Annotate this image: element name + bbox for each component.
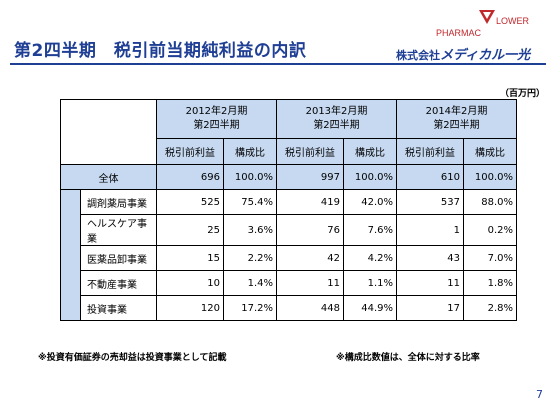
year-header-text: 2012年2月期 第2四半期 xyxy=(185,106,248,131)
profit-breakdown-table: 2012年2月期 第2四半期 2013年2月期 第2四半期 2014年2月期 第… xyxy=(60,99,517,321)
cell-value: 696 xyxy=(156,164,224,190)
cell-value: 997 xyxy=(276,164,344,190)
page-number: 7 xyxy=(536,388,543,401)
page-title: 第2四半期 税引前当期純利益の内訳 xyxy=(14,41,307,61)
column-header: 税引前利益 xyxy=(396,138,464,165)
table-row: 投資事業 120 17.2% 448 44.9% 17 2.8% xyxy=(61,295,517,321)
cell-value: 100.0% xyxy=(463,164,517,190)
cell-value: 3.6% xyxy=(223,214,277,246)
cell-value: 610 xyxy=(396,164,464,190)
cell-value: 2.8% xyxy=(463,295,517,321)
table-corner xyxy=(60,99,157,165)
year-header-text: 2014年2月期 第2四半期 xyxy=(425,106,488,131)
row-label: 不動産事業 xyxy=(80,270,157,296)
cell-value: 419 xyxy=(276,189,344,215)
cell-value: 76 xyxy=(276,214,344,246)
cell-value: 44.9% xyxy=(343,295,397,321)
cell-value: 448 xyxy=(276,295,344,321)
cell-value: 0.2% xyxy=(463,214,517,246)
cell-value: 4.2% xyxy=(343,245,397,271)
cell-value: 525 xyxy=(156,189,224,215)
row-label: 全体 xyxy=(60,164,157,190)
title-underline xyxy=(10,63,546,65)
logo-text-pharmac: PHARMAC xyxy=(436,28,482,38)
cell-value: 17 xyxy=(396,295,464,321)
cell-value: 11 xyxy=(276,270,344,296)
company-prefix: 株式会社 xyxy=(396,49,440,62)
cell-value: 1.4% xyxy=(223,270,277,296)
cell-value: 15 xyxy=(156,245,224,271)
cell-value: 88.0% xyxy=(463,189,517,215)
company-name: 株式会社メディカル一光 xyxy=(396,44,530,63)
cell-value: 2.2% xyxy=(223,245,277,271)
cell-value: 7.0% xyxy=(463,245,517,271)
unit-label: （百万円） xyxy=(500,89,546,99)
cell-value: 1.1% xyxy=(343,270,397,296)
company-brand: メディカル一光 xyxy=(440,48,531,63)
cell-value: 7.6% xyxy=(343,214,397,246)
row-label: 投資事業 xyxy=(80,295,157,321)
column-header: 構成比 xyxy=(343,138,397,165)
logo-text-flower: LOWER xyxy=(496,16,530,26)
table-row-total: 全体 696 100.0% 997 100.0% 610 100.0% xyxy=(60,164,517,190)
cell-value: 25 xyxy=(156,214,224,246)
table-row: 不動産事業 10 1.4% 11 1.1% 11 1.8% xyxy=(61,270,517,296)
column-header: 構成比 xyxy=(223,138,277,165)
table-row: ヘルスケア事業 25 3.6% 76 7.6% 1 0.2% xyxy=(61,214,517,246)
cell-value: 11 xyxy=(396,270,464,296)
table-row: 調剤薬局事業 525 75.4% 419 42.0% 537 88.0% xyxy=(60,189,517,321)
cell-value: 42 xyxy=(276,245,344,271)
cell-value: 43 xyxy=(396,245,464,271)
cell-value: 1.8% xyxy=(463,270,517,296)
cell-value: 10 xyxy=(156,270,224,296)
row-label: 調剤薬局事業 xyxy=(80,189,157,215)
cell-value: 537 xyxy=(396,189,464,215)
cell-value: 17.2% xyxy=(223,295,277,321)
flower-logo-icon xyxy=(479,10,495,24)
indent-column xyxy=(60,189,81,321)
column-header: 税引前利益 xyxy=(156,138,224,165)
cell-value: 100.0% xyxy=(343,164,397,190)
cell-value: 100.0% xyxy=(223,164,277,190)
row-label: 医薬品卸事業 xyxy=(80,245,157,271)
cell-value: 75.4% xyxy=(223,189,277,215)
year-header: 2012年2月期 第2四半期 xyxy=(156,99,277,139)
column-header: 構成比 xyxy=(463,138,517,165)
table-row: 医薬品卸事業 15 2.2% 42 4.2% 43 7.0% xyxy=(61,245,517,271)
column-header: 税引前利益 xyxy=(276,138,344,165)
cell-value: 120 xyxy=(156,295,224,321)
year-header-text: 2013年2月期 第2四半期 xyxy=(305,106,368,131)
footnote-left: ※投資有価証券の売却益は投資事業として記載 xyxy=(38,353,227,363)
cell-value: 1 xyxy=(396,214,464,246)
cell-value: 42.0% xyxy=(343,189,397,215)
year-header: 2013年2月期 第2四半期 xyxy=(276,99,397,139)
footnote-right: ※構成比数値は、全体に対する比率 xyxy=(336,353,480,363)
year-header: 2014年2月期 第2四半期 xyxy=(396,99,517,139)
row-label: ヘルスケア事業 xyxy=(80,214,157,246)
